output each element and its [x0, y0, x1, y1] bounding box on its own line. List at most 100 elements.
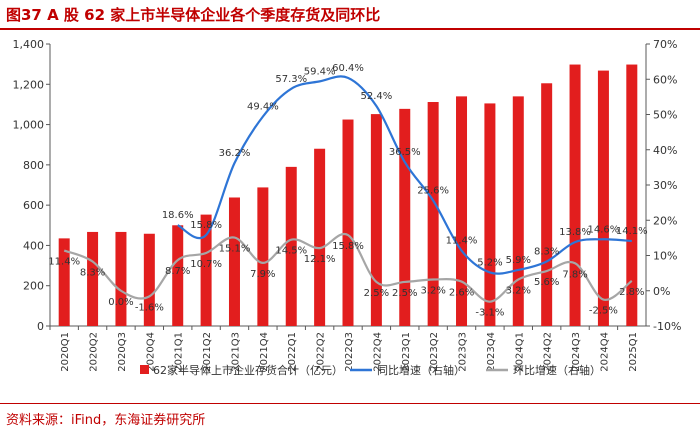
left-tick-label: 1,400	[13, 38, 45, 51]
qoq-data-label: 3.2%	[420, 285, 445, 296]
inventory-bar	[342, 119, 354, 327]
legend-swatch-inventory	[140, 365, 149, 374]
yoy-data-label: 59.4%	[304, 66, 336, 77]
inventory-bar	[314, 148, 326, 326]
yoy-data-label: 14.1%	[616, 226, 648, 237]
qoq-data-label: 15.8%	[332, 241, 364, 252]
inventory-bar	[569, 64, 581, 326]
qoq-data-label: 12.1%	[304, 254, 336, 265]
x-tick-label: 2024Q4	[599, 332, 610, 372]
inventory-bar	[597, 70, 609, 327]
legend-label-qoq: 环比增速（右轴）	[513, 363, 601, 377]
x-tick-label: 2022Q2	[316, 332, 327, 372]
legend-label-inventory: 62家半导体上市企业存货合计（亿元）	[153, 363, 343, 377]
x-tick-label: 2022Q3	[344, 332, 355, 372]
yoy-data-label: 36.2%	[219, 148, 251, 159]
qoq-data-label: 3.2%	[506, 285, 531, 296]
qoq-data-label: -2.5%	[589, 306, 618, 317]
qoq-data-label: 2.5%	[392, 288, 417, 299]
yoy-line	[177, 75, 632, 275]
inventory-bar	[541, 83, 553, 327]
inventory-bar	[87, 231, 99, 326]
legend-label-yoy: 同比增速（右轴）	[377, 363, 465, 377]
yoy-data-label: 52.4%	[360, 91, 392, 102]
x-tick-label: 2020Q4	[145, 332, 156, 372]
left-tick-label: 0	[37, 320, 44, 333]
x-tick-label: 2024Q1	[514, 332, 525, 372]
qoq-data-label: -1.6%	[135, 302, 164, 313]
right-tick-label: 40%	[653, 144, 677, 157]
inventory-bar	[115, 231, 127, 326]
left-tick-label: 600	[23, 199, 44, 212]
x-tick-label: 2022Q4	[372, 332, 383, 372]
x-tick-label: 2022Q1	[287, 332, 298, 372]
qoq-data-label: 5.6%	[534, 277, 559, 288]
qoq-data-label: 11.4%	[48, 257, 80, 268]
left-tick-label: 400	[23, 239, 44, 252]
yoy-data-label: 13.8%	[559, 227, 591, 238]
x-tick-label: 2023Q3	[458, 332, 469, 372]
source-rule	[0, 403, 700, 404]
qoq-data-label: 0.0%	[108, 297, 133, 308]
x-tick-label: 2023Q4	[486, 332, 497, 372]
x-tick-label: 2023Q1	[401, 332, 412, 372]
qoq-data-label: 2.6%	[449, 288, 474, 299]
x-tick-label: 2021Q4	[259, 332, 270, 372]
inventory-bar	[58, 238, 70, 326]
left-tick-label: 1,000	[13, 119, 45, 132]
right-tick-label: 10%	[653, 250, 677, 263]
inventory-bar	[285, 166, 297, 326]
yoy-data-label: 5.9%	[506, 255, 531, 266]
title-rule	[0, 28, 700, 30]
inventory-bar	[626, 64, 638, 326]
inventory-chart: 0 200 400 600 800 1,000 1,200 1,400 -10% 0% 10% 20%…	[13, 38, 682, 377]
yoy-data-label: 60.4%	[332, 63, 364, 74]
yoy-data-label: 36.5%	[389, 147, 421, 158]
yoy-data-label: 8.3%	[534, 246, 559, 257]
right-tick-label: 70%	[653, 38, 677, 51]
right-tick-label: -10%	[653, 320, 681, 333]
x-tick-label: 2023Q2	[429, 332, 440, 372]
qoq-data-label: 10.7%	[190, 259, 222, 270]
inventory-bar	[484, 103, 496, 327]
yoy-data-label: 15.8%	[190, 220, 222, 231]
inventory-bar	[512, 96, 524, 326]
inventory-bar	[370, 114, 382, 327]
yoy-data-label: 11.4%	[446, 236, 478, 247]
source-note: 资料来源：iFind，东海证券研究所	[6, 413, 206, 428]
qoq-data-label: 14.5%	[275, 246, 307, 257]
inventory-bar	[456, 96, 468, 326]
inventory-bar	[427, 102, 439, 326]
yoy-data-label: 5.2%	[477, 257, 502, 268]
x-tick-label: 2021Q2	[202, 332, 213, 372]
inventory-bar	[200, 214, 212, 326]
inventory-bar	[172, 225, 184, 326]
qoq-data-label: 7.8%	[562, 269, 587, 280]
x-tick-label: 2024Q2	[543, 332, 554, 372]
qoq-data-label: 2.8%	[619, 287, 644, 298]
yoy-data-label: 18.6%	[162, 210, 194, 221]
x-tick-label: 2020Q3	[117, 332, 128, 372]
qoq-data-label: 15.1%	[219, 244, 251, 255]
qoq-data-label: 8.3%	[80, 267, 105, 278]
qoq-data-label: 7.9%	[250, 269, 275, 280]
right-tick-label: 20%	[653, 214, 677, 227]
x-tick-label: 2021Q3	[230, 332, 241, 372]
figure-title: 图37 A 股 62 家上市半导体企业各个季度存货及同环比	[6, 6, 381, 24]
qoq-data-label: -3.1%	[475, 308, 504, 319]
left-tick-label: 1,200	[13, 78, 45, 91]
yoy-data-label: 25.6%	[417, 186, 449, 197]
left-tick-label: 800	[23, 159, 44, 172]
right-tick-label: 50%	[653, 109, 677, 122]
right-tick-label: 60%	[653, 73, 677, 86]
right-tick-label: 30%	[653, 179, 677, 192]
inventory-bar	[257, 187, 269, 326]
yoy-data-label: 49.4%	[247, 102, 279, 113]
yoy-data-label: 57.3%	[275, 74, 307, 85]
x-tick-label: 2020Q1	[60, 332, 71, 372]
right-tick-label: 0%	[653, 285, 670, 298]
x-tick-label: 2021Q1	[174, 332, 185, 372]
qoq-data-label: 2.5%	[364, 288, 389, 299]
qoq-data-label: 8.7%	[165, 266, 190, 277]
